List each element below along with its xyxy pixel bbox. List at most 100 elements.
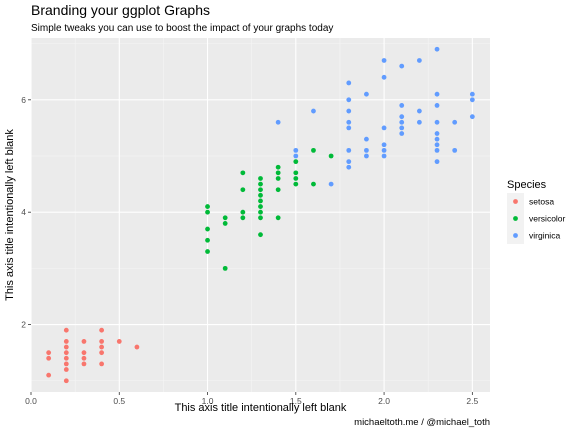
data-point-virginica (399, 114, 405, 120)
data-point-virginica (416, 108, 422, 114)
data-point-versicolor (205, 209, 210, 215)
x-axis-title: This axis title intentionally left blank (175, 402, 347, 414)
data-point-versicolor (293, 170, 299, 176)
data-point-setosa (99, 344, 105, 350)
data-point-virginica (416, 119, 422, 125)
data-point-virginica (364, 136, 369, 142)
x-tick-label: 2.0 (378, 396, 390, 406)
data-point-versicolor (205, 226, 210, 232)
data-point-virginica (311, 108, 316, 114)
data-point-virginica (346, 159, 352, 165)
data-point-virginica (364, 153, 369, 159)
data-point-virginica (346, 97, 352, 103)
legend-symbol-versicolor (513, 216, 518, 221)
data-point-virginica (399, 125, 405, 131)
data-point-virginica (346, 125, 352, 131)
data-point-setosa (134, 344, 140, 350)
y-axis-title: This axis title intentionally left blank (4, 129, 16, 301)
data-point-versicolor (275, 187, 281, 193)
data-point-setosa (116, 339, 122, 344)
x-tick-label: 2.5 (466, 396, 478, 406)
data-point-setosa (99, 327, 105, 333)
data-point-setosa (63, 367, 69, 372)
data-point-setosa (99, 339, 105, 344)
data-point-versicolor (258, 181, 263, 187)
data-point-setosa (81, 350, 87, 356)
data-point-virginica (328, 181, 334, 187)
data-point-setosa (63, 350, 69, 356)
data-point-virginica (399, 103, 405, 108)
data-point-versicolor (275, 164, 281, 170)
data-point-virginica (346, 147, 352, 153)
legend-label-virginica: virginica (529, 231, 560, 241)
data-point-virginica (364, 147, 369, 153)
data-point-virginica (434, 142, 440, 148)
data-point-virginica (346, 108, 352, 114)
data-point-virginica (469, 97, 475, 103)
data-point-virginica (293, 147, 299, 153)
data-point-versicolor (293, 181, 299, 187)
legend-symbol-setosa (513, 199, 518, 204)
data-point-virginica (346, 80, 352, 86)
data-point-virginica (434, 147, 440, 153)
data-point-versicolor (258, 187, 263, 193)
data-point-versicolor (240, 187, 246, 193)
data-point-setosa (46, 350, 52, 356)
data-point-virginica (434, 159, 440, 165)
y-tick-label: 4 (21, 207, 26, 217)
data-point-versicolor (258, 215, 263, 221)
data-point-setosa (99, 350, 105, 356)
data-point-virginica (416, 58, 422, 63)
data-point-versicolor (293, 176, 299, 181)
data-point-virginica (434, 91, 440, 97)
data-point-virginica (381, 147, 387, 153)
y-tick-label: 2 (21, 320, 26, 330)
minor-gridlines (31, 38, 490, 392)
legend-title: Species (507, 179, 547, 191)
data-point-virginica (399, 131, 405, 136)
data-point-virginica (364, 91, 369, 97)
data-point-virginica (452, 147, 458, 153)
data-point-virginica (381, 153, 387, 159)
data-point-versicolor (240, 170, 246, 176)
data-point-virginica (434, 103, 440, 108)
data-point-virginica (381, 125, 387, 131)
data-point-setosa (63, 327, 69, 333)
chart-title: Branding your ggplot Graphs (31, 2, 210, 18)
legend: Species setosa versicolor virginica (507, 179, 566, 244)
data-point-setosa (63, 355, 69, 361)
data-point-setosa (81, 361, 87, 367)
data-point-virginica (434, 119, 440, 125)
data-point-setosa (81, 339, 87, 344)
data-point-versicolor (258, 232, 263, 238)
data-point-setosa (81, 355, 87, 361)
data-point-virginica (434, 136, 440, 142)
data-point-virginica (469, 91, 475, 97)
data-point-setosa (46, 355, 52, 361)
data-point-setosa (99, 361, 105, 367)
data-point-versicolor (222, 265, 228, 271)
data-point-virginica (434, 131, 440, 136)
x-tick-label: 0.0 (25, 396, 37, 406)
data-point-versicolor (258, 204, 263, 209)
data-point-versicolor (240, 209, 246, 215)
data-point-versicolor (205, 237, 210, 243)
data-points (46, 46, 475, 384)
legend-label-setosa: setosa (529, 197, 554, 207)
x-tick-label: 1.0 (202, 396, 214, 406)
chart-caption: michaeltoth.me / @michael_toth (354, 417, 490, 428)
chart-subtitle: Simple tweaks you can use to boost the i… (31, 23, 333, 34)
data-point-setosa (46, 372, 52, 378)
data-point-setosa (63, 378, 69, 384)
data-point-virginica (381, 142, 387, 148)
data-point-virginica (399, 119, 405, 125)
data-point-virginica (469, 114, 475, 120)
data-point-virginica (293, 153, 299, 159)
data-point-setosa (63, 361, 69, 367)
data-point-setosa (63, 339, 69, 344)
data-point-virginica (346, 164, 352, 170)
data-point-versicolor (258, 198, 263, 204)
data-point-versicolor (275, 176, 281, 181)
data-point-virginica (381, 74, 387, 80)
